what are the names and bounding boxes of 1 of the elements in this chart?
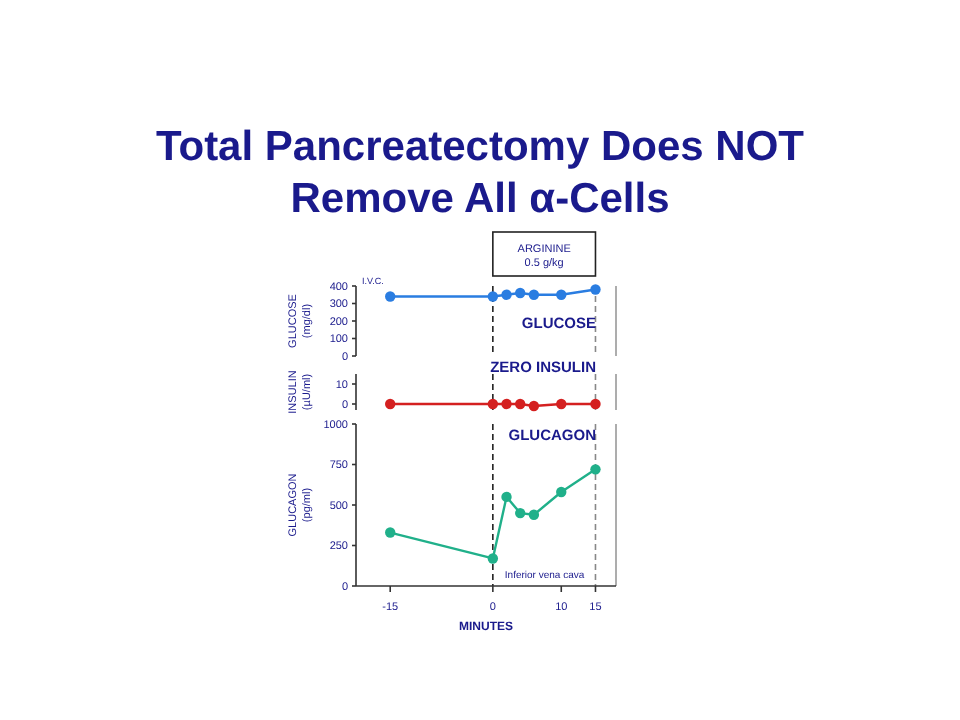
- chart-title: Total Pancreatectomy Does NOT Remove All α-Cells: [155, 124, 805, 222]
